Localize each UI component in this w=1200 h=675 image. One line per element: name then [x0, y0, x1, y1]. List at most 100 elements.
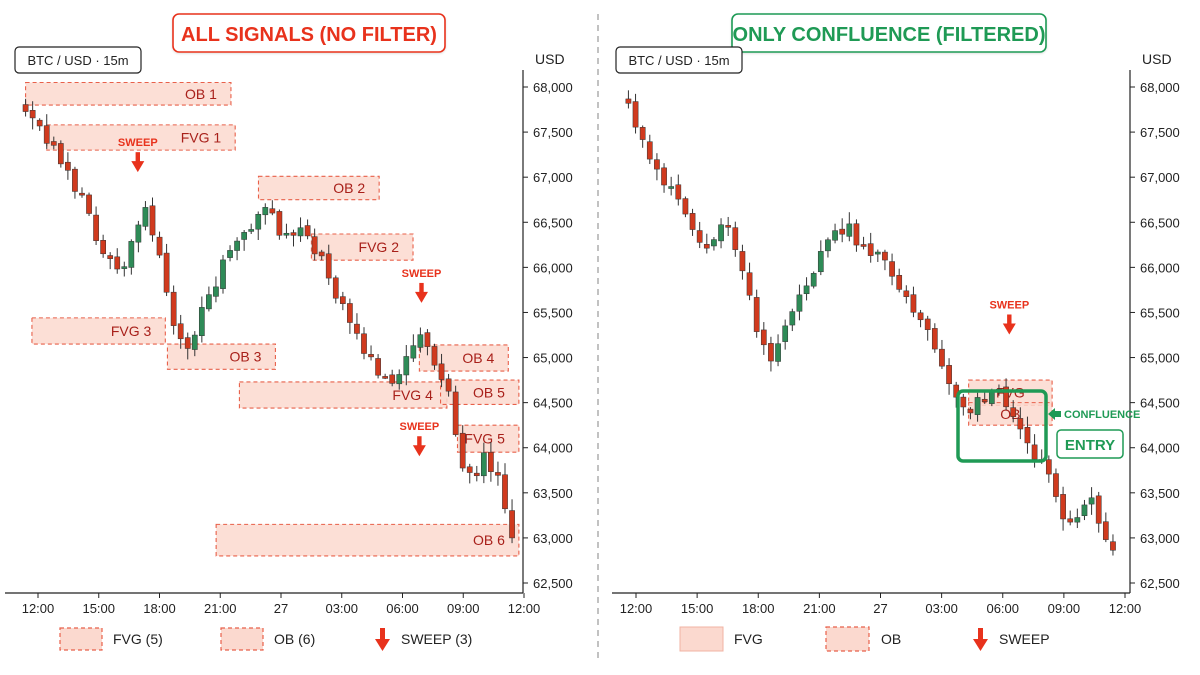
legend-sweep-label: SWEEP (3) [401, 631, 472, 647]
candle-up [128, 241, 135, 268]
legend-sweep-label: SWEEP [999, 631, 1050, 647]
candle-down [107, 255, 114, 259]
candle-down [438, 363, 445, 380]
candle-down [382, 376, 388, 379]
candle-up [248, 229, 255, 232]
y-tick-label: 65,500 [1140, 305, 1180, 320]
candle-down [632, 101, 639, 128]
sweep-arrow-icon [412, 445, 426, 457]
x-tick-label: 06:00 [386, 601, 419, 616]
candle-down [732, 227, 739, 250]
candle-down [689, 213, 696, 230]
right-panel: ONLY CONFLUENCE (FILTERED) BTC / USD · 1… [612, 13, 1180, 652]
right-legend: FVG OB SWEEP [679, 626, 1050, 652]
confluence-frame [956, 389, 1048, 463]
x-tick-label: 27 [274, 601, 288, 616]
candle-up [1088, 497, 1095, 505]
candle-down [910, 294, 917, 313]
right-symbol-label: BTC / USD · 15m [628, 53, 729, 68]
candle-down [332, 277, 339, 299]
candle-down [72, 168, 78, 192]
candle-up [297, 227, 304, 237]
sweep-arrow-stem [417, 436, 422, 447]
candle-down [347, 303, 353, 323]
candle-down [1031, 444, 1038, 460]
candle-up [846, 223, 853, 237]
candle-down [114, 256, 121, 270]
left-symbol-label: BTC / USD · 15m [27, 53, 128, 68]
candle-down [184, 337, 191, 349]
candle-up [417, 334, 424, 348]
sweep-arrow-stem [135, 152, 140, 163]
y-tick-label: 65,000 [533, 351, 573, 366]
candle-up [782, 325, 789, 342]
candle-up [974, 397, 981, 415]
y-tick-label: 64,500 [533, 396, 573, 411]
candle-down [1017, 418, 1024, 430]
candle-down [36, 119, 43, 127]
x-tick-label: 15:00 [681, 601, 714, 616]
signal-label: OB 5 [473, 384, 505, 400]
x-tick-label: 03:00 [325, 601, 358, 616]
signal-zone-ob [257, 175, 380, 201]
candle-down [903, 290, 910, 297]
sweep-arrow-icon [375, 628, 390, 651]
candle-up [817, 251, 824, 273]
entry-badge [1056, 429, 1124, 459]
sweep-arrow-stem [1007, 314, 1012, 325]
candle-down [946, 365, 952, 385]
y-tick-label: 63,500 [533, 486, 573, 501]
y-tick-label: 66,500 [1140, 215, 1180, 230]
candle-up [711, 239, 717, 247]
candle-down [368, 354, 374, 358]
candle-down [311, 236, 318, 255]
candle-down [339, 296, 346, 304]
fvg-box-icon [679, 626, 724, 652]
y-tick-label: 67,000 [1140, 170, 1180, 185]
candle-up [796, 294, 803, 312]
candle-down [1060, 494, 1066, 520]
candle-down [1095, 495, 1102, 524]
candle-up [810, 273, 817, 287]
candle-down [43, 125, 50, 144]
left-symbol-box [14, 46, 142, 74]
candle-down [625, 98, 632, 104]
x-tick-label: 06:00 [986, 601, 1019, 616]
candle-down [867, 243, 874, 256]
x-tick-label: 09:00 [447, 601, 480, 616]
candle-down [304, 225, 311, 237]
sweep-label: SWEEP [989, 299, 1029, 311]
sweep-arrow-stem [419, 282, 424, 293]
y-tick-label: 64,500 [1140, 396, 1180, 411]
sweep-arrow-icon [414, 291, 428, 303]
candle-down [661, 167, 667, 186]
signal-label: OB 4 [462, 350, 494, 366]
candle-down [424, 332, 431, 347]
ob-box-icon [220, 627, 264, 651]
candle-down [931, 328, 938, 350]
signal-zone-fvg [31, 317, 166, 345]
signal-label: FVG 4 [392, 387, 433, 403]
y-tick-label: 65,000 [1140, 351, 1180, 366]
confluence-group: CONFLUENCE ENTRY [956, 389, 1140, 463]
sweep-label: SWEEP [402, 268, 442, 280]
right-symbol-box [615, 46, 743, 74]
candle-down [682, 198, 689, 215]
candle-down [939, 348, 945, 367]
y-tick-label: 63,500 [1140, 486, 1180, 501]
sweep-label: SWEEP [118, 137, 158, 149]
candle-down [431, 346, 438, 366]
x-tick-label: 21:00 [803, 601, 836, 616]
entry-label: ENTRY [1065, 437, 1115, 454]
candle-up [213, 286, 219, 297]
signal-label: OB 3 [230, 349, 262, 365]
candle-down [725, 225, 732, 228]
x-tick-label: 12:00 [620, 601, 653, 616]
candle-up [403, 356, 410, 376]
fvg-box-icon [59, 627, 103, 651]
y-tick-label: 68,000 [533, 80, 573, 95]
candle-down [177, 323, 184, 340]
candle-up [142, 207, 149, 227]
candle-down [853, 223, 860, 246]
candle-down [839, 228, 846, 235]
